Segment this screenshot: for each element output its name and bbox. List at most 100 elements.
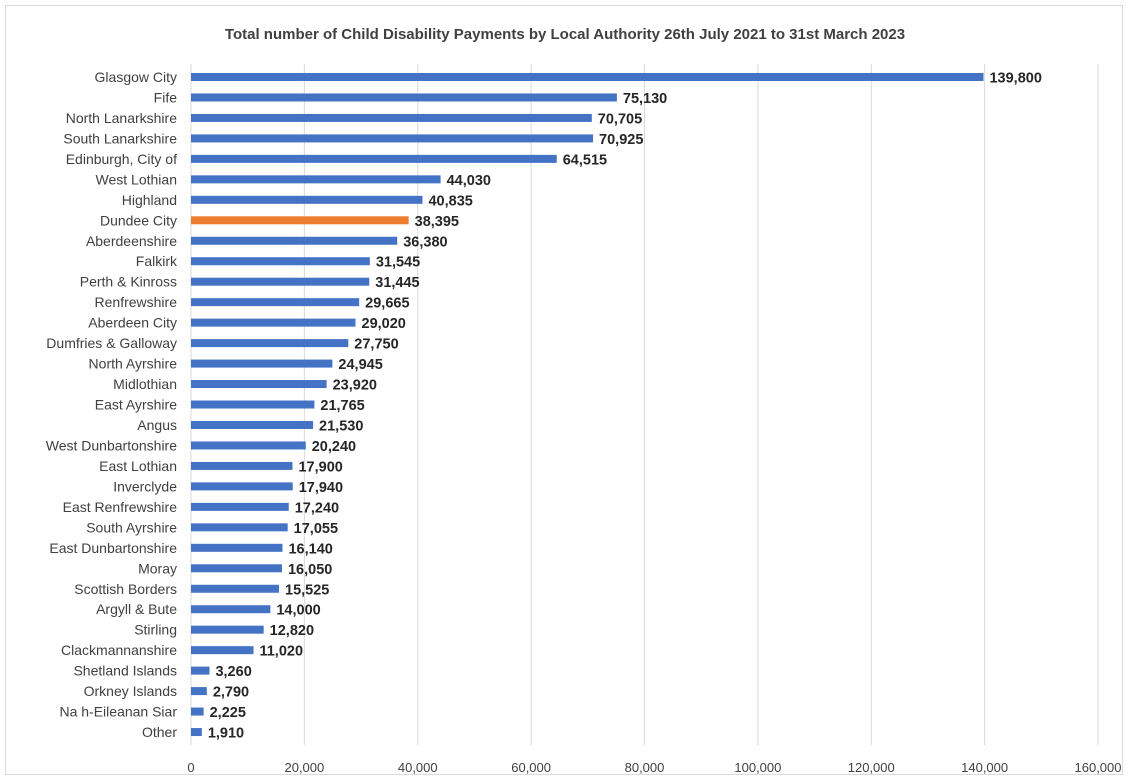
- bar: [191, 502, 289, 511]
- category-label: Aberdeenshire: [86, 233, 177, 249]
- value-label: 12,820: [270, 623, 314, 639]
- category-label: Highland: [122, 192, 177, 208]
- category-label: Falkirk: [136, 253, 178, 269]
- bar: [191, 543, 283, 552]
- bar: [191, 154, 557, 163]
- category-label: East Ayrshire: [95, 397, 177, 413]
- x-tick-label: 20,000: [284, 760, 324, 775]
- x-axis-tick-labels: 0 20,000 40,000 60,000 80,000 100,000 120,000 1…: [187, 760, 1121, 775]
- value-label: 17,240: [295, 500, 339, 516]
- bar: [191, 625, 264, 634]
- value-label: 16,050: [288, 562, 332, 578]
- bar: [191, 564, 282, 573]
- value-label: 29,665: [365, 296, 409, 312]
- category-label: Glasgow City: [95, 69, 177, 85]
- bar: [191, 277, 370, 286]
- category-label: Argyll & Bute: [96, 601, 177, 617]
- bar: [191, 257, 370, 266]
- bar: [191, 707, 204, 716]
- category-label: Perth & Kinross: [80, 274, 177, 290]
- bar: [191, 461, 293, 470]
- category-label: Dumfries & Galloway: [46, 335, 177, 351]
- gridlines: [190, 64, 1099, 745]
- bar: [191, 339, 349, 348]
- value-label: 3,260: [215, 664, 251, 680]
- category-label: Shetland Islands: [73, 663, 177, 679]
- x-tick-label: 100,000: [734, 760, 781, 775]
- category-label: Inverclyde: [113, 478, 177, 494]
- category-label: Aberdeen City: [88, 315, 177, 331]
- bar: [191, 93, 617, 102]
- value-label: 36,380: [403, 234, 447, 250]
- x-tick-label: 0: [187, 760, 194, 775]
- value-label: 23,920: [333, 378, 377, 394]
- value-label: 17,055: [294, 521, 338, 537]
- value-label: 20,240: [312, 439, 356, 455]
- value-label: 21,765: [320, 398, 364, 414]
- category-label: Fife: [154, 89, 178, 105]
- value-label: 21,530: [319, 418, 363, 434]
- bar: [191, 359, 333, 368]
- bar: [191, 216, 409, 225]
- category-labels: Glasgow City Fife North Lanarkshire South L…: [46, 69, 178, 740]
- value-label: 27,750: [354, 337, 398, 353]
- bar: [191, 134, 594, 143]
- value-label: 2,790: [213, 685, 249, 701]
- x-tick-label: 80,000: [625, 760, 665, 775]
- category-label: East Dunbartonshire: [49, 540, 177, 556]
- category-label: South Ayrshire: [86, 519, 177, 535]
- value-label: 17,900: [298, 459, 342, 475]
- category-label: Na h-Eileanan Siar: [59, 704, 177, 720]
- value-label: 29,020: [362, 316, 406, 332]
- bar: [191, 73, 984, 81]
- value-label: 139,800: [989, 71, 1041, 87]
- bar: [191, 236, 398, 245]
- category-label: Midlothian: [113, 376, 177, 392]
- value-label: 14,000: [276, 603, 320, 619]
- category-label: West Lothian: [96, 171, 177, 187]
- x-tick-label: 140,000: [961, 760, 1008, 775]
- category-label: East Lothian: [99, 458, 177, 474]
- value-label: 40,835: [428, 193, 472, 209]
- category-label: Angus: [137, 417, 177, 433]
- bar: [191, 175, 441, 184]
- x-tick-label: 60,000: [511, 760, 551, 775]
- bar: [191, 441, 306, 450]
- category-label: Dundee City: [100, 212, 177, 228]
- value-labels: 139,800 75,130 70,705 70,925 64,515 44,030 40,…: [208, 71, 1042, 742]
- value-label: 2,225: [210, 705, 246, 721]
- bar: [191, 646, 254, 655]
- category-label: Scottish Borders: [74, 581, 177, 597]
- category-label: South Lanarkshire: [63, 130, 177, 146]
- category-label: Orkney Islands: [84, 683, 177, 699]
- x-tick-label: 40,000: [398, 760, 438, 775]
- bars: [191, 73, 984, 737]
- category-label: West Dunbartonshire: [46, 437, 177, 453]
- value-label: 15,525: [285, 582, 329, 598]
- value-label: 11,020: [259, 644, 303, 660]
- value-label: 24,945: [338, 357, 382, 373]
- x-tick-label: 160,000: [1075, 760, 1122, 775]
- category-label: Stirling: [134, 622, 177, 638]
- value-label: 75,130: [623, 91, 667, 107]
- category-label: North Lanarkshire: [66, 110, 177, 126]
- bar: [191, 298, 360, 307]
- category-label: Edinburgh, City of: [66, 151, 177, 167]
- value-label: 38,395: [415, 214, 459, 230]
- value-label: 1,910: [208, 726, 244, 742]
- bar: [191, 687, 207, 696]
- bar: [191, 605, 271, 614]
- value-label: 31,545: [376, 255, 420, 271]
- bar: [191, 420, 314, 429]
- category-label: East Renfrewshire: [63, 499, 178, 515]
- bar: [191, 380, 327, 389]
- value-label: 64,515: [563, 152, 607, 168]
- category-label: Moray: [138, 560, 177, 576]
- bar: [191, 584, 280, 593]
- bar: [191, 523, 288, 532]
- chart-title: Total number of Child Disability Payment…: [224, 26, 906, 43]
- bar: [191, 113, 592, 122]
- category-label: Renfrewshire: [95, 294, 178, 310]
- x-tick-label: 120,000: [848, 760, 895, 775]
